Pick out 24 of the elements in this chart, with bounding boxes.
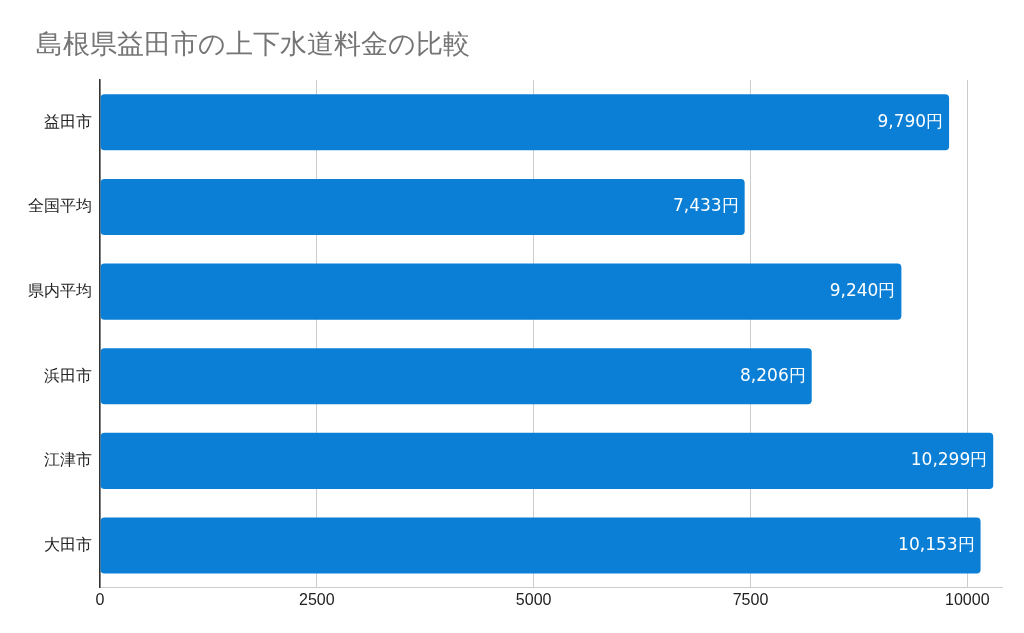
data-label: 10,153円 bbox=[898, 533, 975, 554]
y-tick-label: 江津市 bbox=[44, 451, 92, 469]
bar bbox=[100, 517, 981, 574]
data-label: 7,433円 bbox=[673, 195, 739, 216]
bar bbox=[100, 178, 745, 236]
data-label: 9,240円 bbox=[829, 280, 896, 301]
bar bbox=[100, 94, 950, 151]
x-tick-label: 5000 bbox=[515, 590, 552, 608]
x-tick-label: 7500 bbox=[732, 590, 769, 608]
x-tick-label: 2500 bbox=[299, 590, 335, 608]
bar bbox=[100, 432, 994, 489]
y-tick-label: 全国平均 bbox=[28, 197, 92, 215]
y-tick-label: 大田市 bbox=[44, 535, 92, 553]
bar bbox=[100, 348, 812, 405]
data-label: 10,299円 bbox=[910, 449, 988, 470]
bar bbox=[100, 263, 902, 320]
data-label: 9,790円 bbox=[877, 110, 944, 131]
y-tick-label: 県内平均 bbox=[28, 281, 92, 299]
chart-title: 島根県益田市の上下水道料金の比較 bbox=[36, 27, 470, 61]
x-tick-label: 0 bbox=[95, 590, 105, 608]
data-label: 8,206円 bbox=[740, 364, 806, 385]
y-tick-label: 浜田市 bbox=[44, 366, 92, 384]
x-tick-label: 10000 bbox=[945, 590, 990, 608]
y-tick-label: 益田市 bbox=[44, 112, 92, 130]
